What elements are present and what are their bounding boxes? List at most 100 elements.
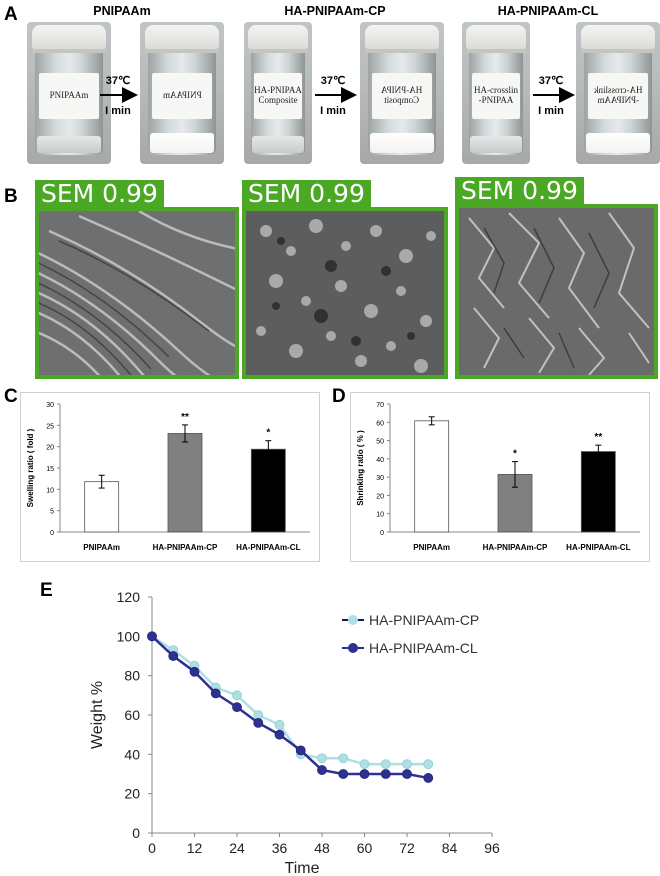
weight-data-point	[317, 753, 327, 764]
sem-image-pnipaam	[35, 207, 239, 379]
shrinking-bar	[414, 420, 450, 533]
weight-data-point	[253, 717, 264, 728]
weight-ytick-label: 0	[132, 825, 140, 841]
panel-a-title-cp: HA-PNIPAAm-CP	[284, 4, 386, 18]
arrow-temp-3: 37℃	[538, 75, 564, 87]
weight-ytick-label: 60	[124, 707, 140, 723]
swelling-significance: **	[181, 412, 189, 423]
shrinking-ylabel: Shrinking ratio ( % )	[356, 430, 365, 506]
weight-time-chart: 0 20 40 60 80 100 120 0 12 24 36 48 60 72 84 96 Time Weig…	[89, 589, 500, 876]
shrinking-category-label: HA-PNIPAAm-CL	[566, 543, 630, 552]
swelling-ylabel: Swelling ratio ( fold )	[26, 428, 35, 507]
weight-data-point	[359, 759, 370, 770]
weight-data-point	[168, 651, 179, 661]
swelling-ytick-label: 0	[50, 530, 54, 537]
shrinking-ratio-chart: 0 10 20 30 40 50 60 70 Shrinking ratio ( % ) PNIP…	[350, 392, 650, 562]
vial-photo-cp-before: HA-PNIPAA Composite	[244, 22, 312, 164]
weight-data-point	[402, 759, 412, 770]
swelling-ytick-label: 20	[46, 445, 54, 452]
shrinking-ytick-label: 70	[376, 402, 384, 409]
weight-data-point	[147, 631, 157, 642]
weight-data-point	[274, 729, 285, 740]
legend-marker	[348, 615, 358, 625]
legend-label: HA-PNIPAAm-CL	[369, 640, 478, 656]
weight-data-point	[232, 690, 242, 701]
weight-data-point	[210, 688, 221, 699]
sem-texture	[246, 211, 444, 375]
vial-photo-cp-after: HA-PNIPA Composit	[360, 22, 444, 164]
weight-xtick-label: 0	[148, 840, 156, 856]
swelling-ytick-label: 25	[46, 423, 54, 430]
sem-image-cl	[455, 204, 658, 379]
weight-data-point	[317, 765, 327, 775]
shrinking-bar	[580, 451, 616, 533]
weight-xtick-label: 24	[229, 840, 245, 856]
vial-photo-pnipaam-after: PNIPAAm	[140, 22, 224, 164]
weight-data-point	[402, 769, 412, 779]
weight-ytick-label: 120	[117, 589, 141, 605]
shrinking-ytick-label: 20	[376, 493, 384, 500]
swelling-bar	[167, 433, 203, 533]
swelling-bar	[250, 448, 286, 533]
vial-label: HA-PNIPAA Composite	[253, 73, 303, 119]
panel-e-letter: E	[40, 580, 53, 601]
shrinking-category-label: HA-PNIPAAm-CP	[483, 543, 548, 552]
shrinking-category-label: PNIPAAm	[413, 543, 450, 552]
shrinking-ytick-label: 40	[376, 457, 384, 464]
shrinking-significance: *	[513, 449, 517, 460]
weight-ytick-label: 20	[124, 786, 140, 802]
swelling-ytick-label: 15	[46, 466, 54, 473]
panel-c-letter: C	[4, 386, 18, 407]
arrow-time-1: I min	[105, 105, 131, 117]
swelling-category-label: HA-PNIPAAm-CL	[236, 543, 300, 552]
panel-a-arrows	[100, 87, 575, 103]
shrinking-ytick-label: 30	[376, 475, 384, 482]
swelling-ytick-label: 5	[50, 509, 54, 516]
vial-photo-cl-after: HA-crosslink -PNIPAAm	[576, 22, 660, 164]
weight-data-point	[380, 769, 391, 779]
vial-label: HA-PNIPA Composit	[371, 73, 433, 119]
arrow-temp-2: 37℃	[320, 75, 346, 87]
weight-data-point	[338, 753, 349, 764]
vial-photo-pnipaam-before: PNIPAAm	[27, 22, 111, 164]
weight-data-point	[189, 666, 200, 677]
swelling-ytick-label: 30	[46, 402, 54, 409]
shrinking-ytick-label: 60	[376, 420, 384, 427]
weight-xtick-label: 72	[399, 840, 415, 856]
weight-xlabel: Time	[285, 860, 320, 876]
weight-data-point	[295, 745, 306, 756]
panel-a-title-pnipaam: PNIPAAm	[93, 4, 151, 18]
sem-tag: SEM 0.99	[35, 180, 164, 208]
sem-texture	[459, 208, 654, 375]
vial-label: HA-crosslink -PNIPAAm	[587, 73, 649, 119]
weight-xtick-label: 12	[187, 840, 203, 856]
swelling-significance: *	[266, 428, 270, 439]
swelling-category-label: PNIPAAm	[83, 543, 120, 552]
shrinking-ytick-label: 50	[376, 439, 384, 446]
vial-photo-cl-before: HA-crosslin -PNIPAA	[462, 22, 530, 164]
vial-label: HA-crosslin -PNIPAA	[471, 73, 521, 119]
weight-data-point	[338, 769, 349, 779]
weight-ytick-label: 80	[124, 668, 140, 684]
weight-data-point	[423, 773, 434, 783]
weight-xtick-label: 48	[314, 840, 330, 856]
weight-data-point	[359, 769, 370, 779]
arrow-time-2: I min	[320, 105, 346, 117]
sem-tag: SEM 0.99	[242, 180, 371, 208]
weight-ytick-label: 40	[124, 746, 140, 762]
panel-b-letter: B	[4, 186, 18, 207]
swelling-category-label: HA-PNIPAAm-CP	[153, 543, 218, 552]
weight-data-point	[232, 702, 242, 713]
legend-label: HA-PNIPAAm-CP	[369, 612, 479, 628]
sem-image-cp	[242, 207, 448, 379]
weight-ylabel: Weight %	[89, 681, 106, 749]
weight-series-line	[151, 635, 429, 780]
vial-label: PNIPAAm	[151, 73, 213, 119]
weight-ytick-label: 100	[117, 628, 141, 644]
weight-xtick-label: 84	[442, 840, 458, 856]
weight-data-point	[380, 759, 391, 770]
swelling-ytick-label: 10	[46, 487, 54, 494]
swelling-ratio-chart: 0 5 10 15 20 25 30 Swelling ratio ( fold ) PNIPA…	[20, 392, 320, 562]
panel-d-letter: D	[332, 386, 346, 407]
legend-marker	[348, 643, 358, 653]
